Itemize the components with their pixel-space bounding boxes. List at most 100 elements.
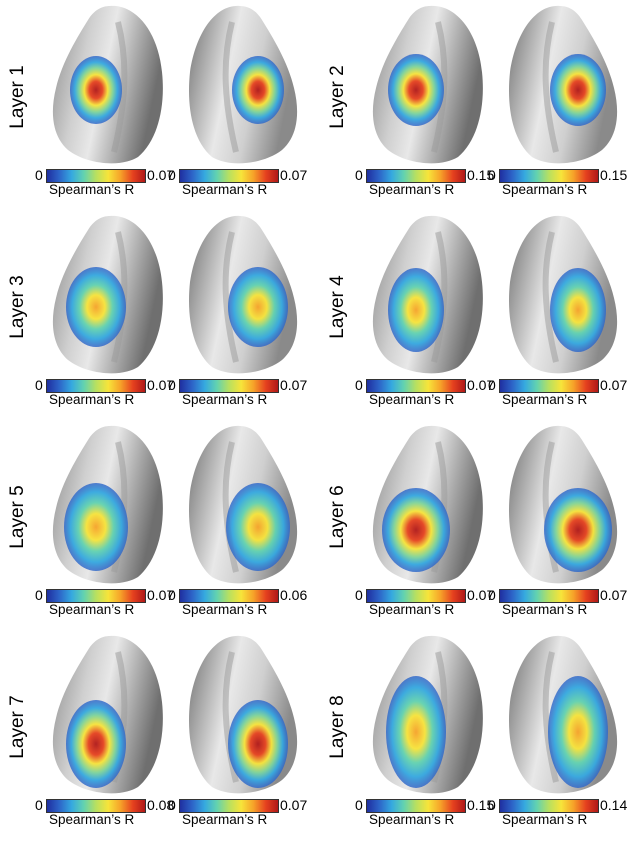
- colorbar-max-label: 0.07: [147, 377, 175, 393]
- colorbar: 0 0.07 Spearman’s R: [35, 587, 180, 618]
- colorbar-gradient: [46, 799, 146, 813]
- colorbar-title: Spearman’s R: [502, 392, 588, 407]
- activation-map: [70, 56, 122, 124]
- colorbar-gradient: [179, 589, 279, 603]
- colorbar-gradient: [179, 799, 279, 813]
- brain-medial-view-icon: [508, 425, 618, 584]
- brain-lateral-view-icon: [52, 635, 163, 794]
- activation-map: [548, 676, 608, 788]
- colorbar: 0 0.07 Spearman’s R: [168, 797, 313, 828]
- colorbar-max-label: 0.07: [600, 587, 628, 603]
- colorbar-gradient: [179, 169, 279, 183]
- colorbar-max-label: 0.15: [467, 167, 495, 183]
- colorbar-gradient: [366, 169, 466, 183]
- brain-lateral-view-icon: [372, 5, 483, 164]
- colorbar-title: Spearman’s R: [502, 182, 588, 197]
- colorbar-min-label: 0: [168, 377, 176, 393]
- colorbar: 0 0.07 Spearman’s R: [35, 377, 180, 408]
- colorbar-min-label: 0: [355, 587, 363, 603]
- colorbar: 0 0.07 Spearman’s R: [488, 587, 633, 618]
- layer-label: Layer 5: [7, 485, 28, 549]
- colorbar-title: Spearman’s R: [182, 392, 268, 407]
- layer-label: Layer 6: [327, 485, 348, 549]
- colorbar-title: Spearman’s R: [49, 182, 135, 197]
- colorbar: 0 0.08 Spearman’s R: [35, 797, 180, 828]
- layer-panel: Layer 1 0 0.07 Spearman’s R 0 0.07 Spearman’s …: [0, 0, 320, 210]
- colorbar-min-label: 0: [168, 587, 176, 603]
- colorbar-min-label: 0: [488, 587, 496, 603]
- colorbar-title: Spearman’s R: [49, 812, 135, 827]
- activation-map: [232, 56, 284, 124]
- brain-lateral-view-icon: [52, 215, 163, 374]
- layer-label: Layer 7: [7, 695, 28, 759]
- brain-lateral-view-icon: [372, 215, 483, 374]
- colorbar: 0 0.15 Spearman’s R: [488, 167, 633, 198]
- colorbar-title: Spearman’s R: [369, 812, 455, 827]
- layer-label: Layer 2: [327, 65, 348, 129]
- colorbar-title: Spearman’s R: [502, 812, 588, 827]
- colorbar-max-label: 0.15: [467, 797, 495, 813]
- layer-label: Layer 1: [7, 65, 28, 129]
- colorbar-max-label: 0.07: [147, 167, 175, 183]
- colorbar-max-label: 0.06: [280, 587, 308, 603]
- colorbar-min-label: 0: [168, 167, 176, 183]
- colorbar-title: Spearman’s R: [369, 182, 455, 197]
- layer-panel: Layer 2 0 0.15 Spearman’s R 0 0.15 Spearman’s …: [320, 0, 640, 210]
- colorbar-gradient: [179, 379, 279, 393]
- colorbar-gradient: [499, 379, 599, 393]
- activation-map: [64, 483, 128, 571]
- colorbar-max-label: 0.07: [147, 587, 175, 603]
- colorbar-max-label: 0.07: [600, 377, 628, 393]
- colorbar: 0 0.07 Spearman’s R: [168, 167, 313, 198]
- activation-map: [228, 267, 288, 347]
- brain-lateral-view-icon: [52, 425, 163, 584]
- colorbar-title: Spearman’s R: [49, 392, 135, 407]
- colorbar-min-label: 0: [168, 797, 176, 813]
- brain-medial-view-icon: [188, 215, 298, 374]
- colorbar-gradient: [499, 799, 599, 813]
- brain-medial-view-icon: [188, 425, 298, 584]
- colorbar-min-label: 0: [488, 167, 496, 183]
- colorbar-title: Spearman’s R: [182, 182, 268, 197]
- colorbar-min-label: 0: [488, 377, 496, 393]
- colorbar: 0 0.14 Spearman’s R: [488, 797, 633, 828]
- colorbar: 0 0.07 Spearman’s R: [355, 587, 500, 618]
- colorbar-gradient: [46, 589, 146, 603]
- colorbar: 0 0.07 Spearman’s R: [355, 377, 500, 408]
- brain-medial-view-icon: [508, 635, 618, 794]
- activation-map: [388, 268, 444, 352]
- colorbar-min-label: 0: [355, 167, 363, 183]
- layer-panel: Layer 3 0 0.07 Spearman’s R 0 0.07 Spearman’s …: [0, 210, 320, 420]
- colorbar: 0 0.15 Spearman’s R: [355, 797, 500, 828]
- colorbar-max-label: 0.07: [280, 797, 308, 813]
- colorbar-min-label: 0: [355, 797, 363, 813]
- colorbar-title: Spearman’s R: [369, 602, 455, 617]
- colorbar-title: Spearman’s R: [49, 602, 135, 617]
- colorbar-max-label: 0.14: [600, 797, 628, 813]
- activation-map: [66, 700, 126, 788]
- colorbar-min-label: 0: [35, 797, 43, 813]
- colorbar-min-label: 0: [355, 377, 363, 393]
- layer-panel: Layer 8 0 0.15 Spearman’s R 0 0.14 Spearman’s …: [320, 630, 640, 840]
- colorbar-gradient: [46, 169, 146, 183]
- colorbar: 0 0.07 Spearman’s R: [35, 167, 180, 198]
- colorbar-max-label: 0.07: [467, 377, 495, 393]
- colorbar-min-label: 0: [35, 587, 43, 603]
- colorbar-gradient: [366, 379, 466, 393]
- colorbar-max-label: 0.07: [280, 377, 308, 393]
- colorbar-gradient: [366, 799, 466, 813]
- colorbar-gradient: [499, 589, 599, 603]
- brain-lateral-view-icon: [52, 5, 163, 164]
- brain-medial-view-icon: [508, 215, 618, 374]
- layer-panel: Layer 4 0 0.07 Spearman’s R 0 0.07 Spearman’s …: [320, 210, 640, 420]
- brain-medial-view-icon: [188, 635, 298, 794]
- activation-map: [226, 483, 290, 571]
- layer-panel: Layer 5 0 0.07 Spearman’s R 0 0.06 Spearman’s …: [0, 420, 320, 630]
- activation-map: [66, 267, 126, 347]
- colorbar-max-label: 0.07: [280, 167, 308, 183]
- activation-map: [550, 268, 606, 352]
- colorbar-max-label: 0.08: [147, 797, 175, 813]
- activation-map: [386, 676, 446, 788]
- colorbar: 0 0.07 Spearman’s R: [488, 377, 633, 408]
- activation-map: [550, 54, 606, 126]
